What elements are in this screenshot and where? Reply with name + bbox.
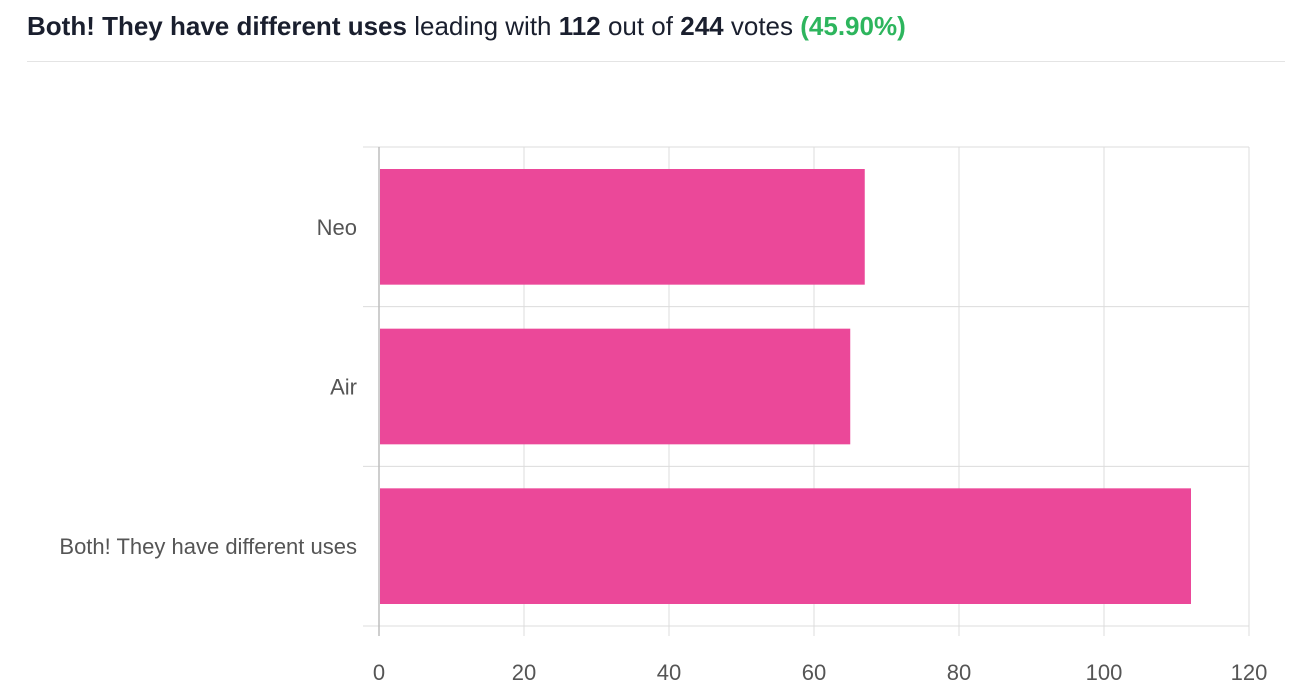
x-tick-label: 80	[947, 660, 971, 685]
x-tick-label: 0	[373, 660, 385, 685]
bar	[380, 328, 851, 445]
x-tick-label: 120	[1231, 660, 1268, 685]
bar	[380, 169, 865, 285]
poll-summary: Both! They have different uses leading w…	[27, 8, 906, 44]
out-of-text: out of	[607, 11, 673, 41]
x-tick-label: 100	[1086, 660, 1123, 685]
labels: 0 20 40 60 80 100 120 Neo Air Both! They have dif…	[59, 215, 1267, 685]
category-label: Air	[330, 375, 357, 400]
x-tick-label: 40	[657, 660, 681, 685]
x-tick-label: 60	[802, 660, 826, 685]
category-label: Both! They have different uses	[59, 534, 357, 559]
total-votes: 244	[680, 11, 724, 41]
leader-percent: (45.90%)	[800, 11, 906, 41]
bars	[380, 169, 1191, 604]
category-label: Neo	[317, 215, 357, 240]
leading-with-text: leading with	[414, 11, 552, 41]
summary-divider	[27, 61, 1285, 62]
x-tick-label: 20	[512, 660, 536, 685]
leader-option: Both! They have different uses	[27, 11, 407, 41]
votes-word: votes	[730, 11, 794, 41]
bar	[380, 488, 1191, 604]
leader-votes: 112	[558, 11, 601, 41]
